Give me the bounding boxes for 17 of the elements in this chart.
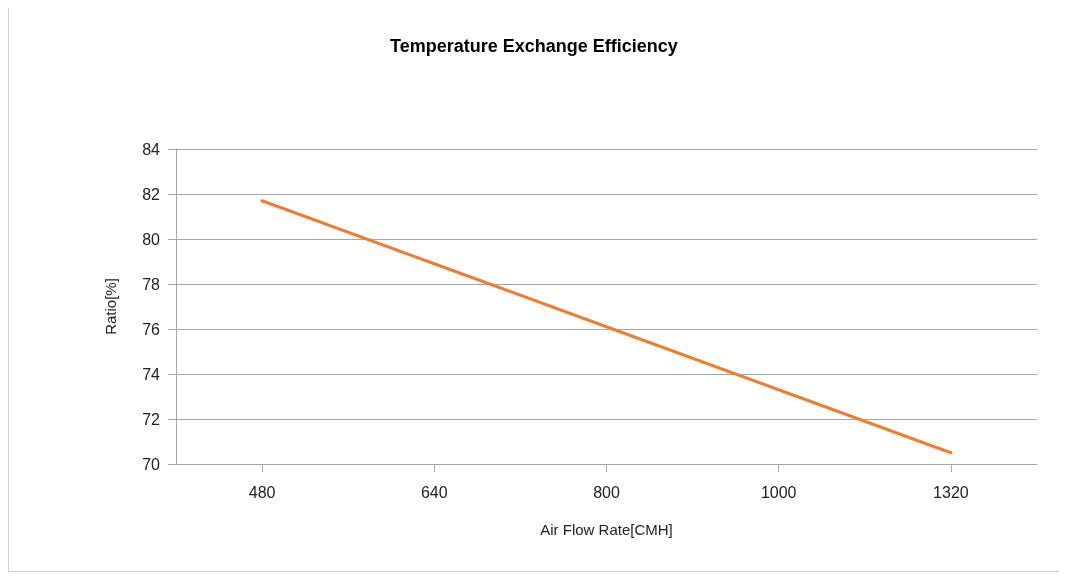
chart-title: Temperature Exchange Efficiency [390,36,678,56]
y-tick-label: 82 [142,185,161,203]
y-tick-label: 76 [142,320,161,338]
y-tick-label: 84 [142,140,161,158]
x-tick-label: 1320 [933,483,969,501]
y-tick-label: 80 [142,230,161,248]
y-tick-label: 74 [142,365,161,383]
x-tick-label: 1000 [760,483,797,501]
y-tick-label: 72 [142,410,161,428]
y-tick-label: 70 [142,455,161,473]
x-tick-label: 800 [593,483,620,501]
y-tick-label: 78 [142,275,161,293]
x-tick-label: 480 [248,483,276,501]
x-tick-label: 640 [420,483,448,501]
line-series [260,199,953,455]
x-axis-title: Air Flow Rate[CMH] [540,521,673,538]
y-axis-title: Ratio[%] [102,278,119,335]
